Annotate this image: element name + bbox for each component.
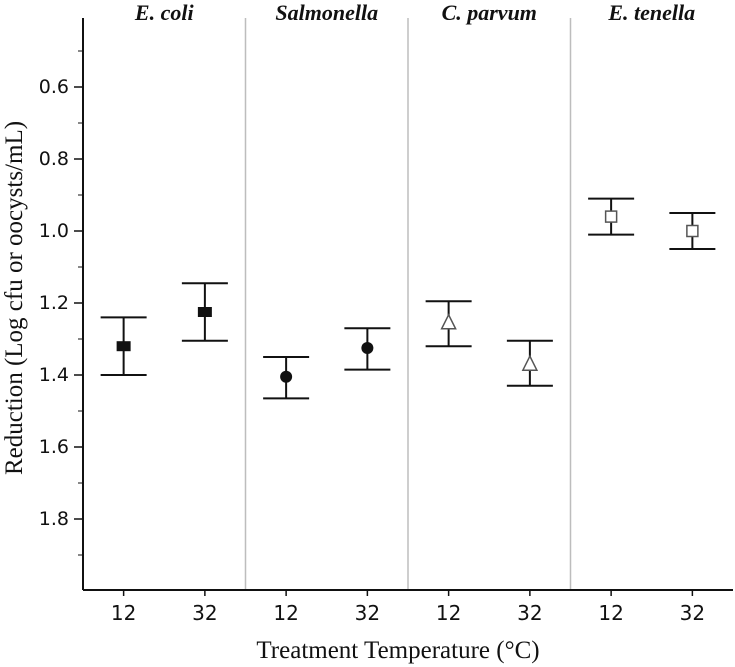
y-tick-label: 1.4 [39, 364, 69, 386]
x-tick-label: 12 [111, 601, 136, 625]
x-axis-ticks: 12 32 12 32 12 32 12 32 [111, 590, 705, 625]
x-tick-label: 12 [598, 601, 623, 625]
panel-title: C. parvum [442, 0, 537, 25]
y-axis-title: Reduction (Log cfu or oocysts/mL) [1, 121, 28, 475]
data-point-marker [361, 342, 374, 354]
x-tick-label: 32 [517, 601, 542, 625]
panel-title: Salmonella [275, 0, 378, 25]
x-axis-title: Treatment Temperature (°C) [256, 637, 539, 664]
data-marks [100, 197, 716, 400]
data-point-marker [686, 224, 699, 238]
panel-separators [244, 18, 572, 590]
panel-titles: E. coli Salmonella C. parvum E. tenella [134, 0, 695, 25]
y-tick-label: 0.6 [39, 76, 69, 98]
x-tick-label: 12 [273, 601, 298, 625]
data-point-marker [521, 354, 539, 371]
x-tick-label: 32 [192, 601, 217, 625]
y-axis-ticks: 0.6 0.8 1.0 1.2 1.4 1.6 1.8 [39, 50, 83, 556]
y-tick-label: 1.8 [39, 508, 69, 530]
axes [82, 18, 733, 591]
data-point-marker [116, 341, 131, 352]
y-tick-label: 1.6 [39, 436, 69, 458]
data-point-marker [197, 307, 212, 317]
x-tick-label: 32 [355, 601, 380, 625]
x-tick-label: 32 [680, 601, 705, 625]
data-point-marker [604, 210, 618, 223]
y-tick-label: 1.0 [39, 220, 69, 242]
y-tick-label: 0.8 [39, 148, 69, 170]
panel-title: E. tenella [607, 0, 695, 25]
panel-title: E. coli [134, 0, 195, 25]
data-point-marker [440, 313, 457, 330]
y-tick-label: 1.2 [39, 292, 69, 314]
x-tick-label: 12 [436, 601, 461, 625]
data-point-marker [280, 370, 293, 383]
